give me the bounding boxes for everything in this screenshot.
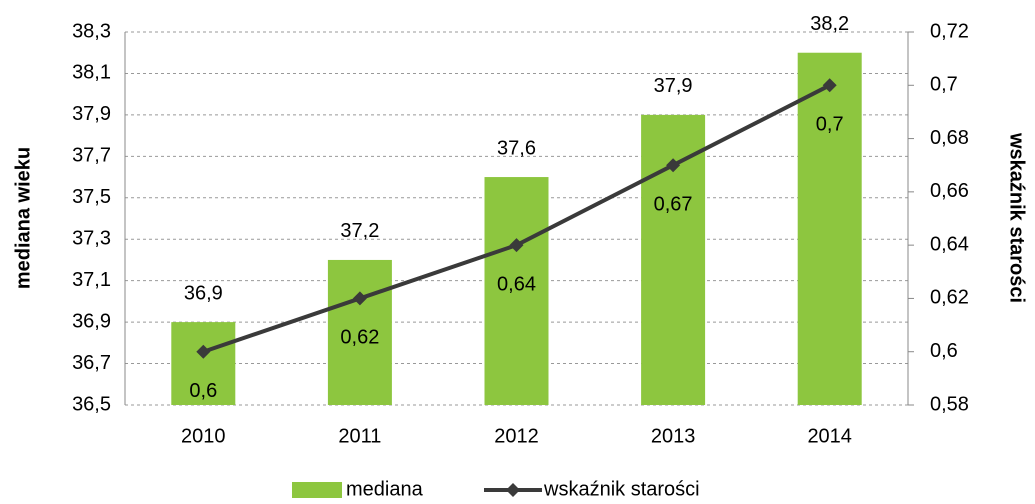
bar (484, 177, 549, 405)
y2-tick-label: 0,64 (930, 233, 969, 255)
data-label: 37,9 (654, 75, 693, 97)
x-tick-label: 2012 (494, 425, 539, 447)
data-label: 0,64 (497, 273, 536, 295)
y-tick-label: 37,5 (72, 186, 111, 208)
y2-tick-label: 0,7 (930, 74, 958, 96)
y2-tick-label: 0,6 (930, 340, 958, 362)
y-tick-label: 36,5 (72, 393, 111, 415)
y-tick-label: 37,1 (72, 269, 111, 291)
data-label: 0,67 (654, 193, 693, 215)
legend-label: mediana (346, 478, 424, 500)
x-tick-label: 2014 (807, 425, 852, 447)
y-tick-label: 38,3 (72, 20, 111, 42)
x-tick-label: 2011 (338, 425, 381, 447)
legend-label: wskaźnik starości (543, 478, 700, 500)
marker (666, 158, 681, 173)
bar (171, 322, 236, 405)
y-tick-label: 38,1 (72, 62, 111, 84)
y-tick-label: 37,3 (72, 228, 111, 250)
x-tick-label: 2013 (651, 425, 696, 447)
y2-tick-label: 0,62 (930, 287, 969, 309)
marker (822, 78, 837, 93)
x-tick-label: 2010 (181, 425, 226, 447)
marker (196, 344, 211, 359)
y-tick-label: 37,7 (72, 145, 111, 167)
legend-swatch (292, 482, 342, 498)
y-tick-label: 36,9 (72, 310, 111, 332)
bar (797, 52, 862, 405)
y2-tick-label: 0,72 (930, 20, 969, 42)
data-label: 0,7 (816, 114, 844, 136)
y-axis-title: mediana wieku (12, 147, 34, 289)
y2-axis-title: wskaźnik starości (1006, 132, 1028, 303)
bar (327, 259, 392, 405)
y2-tick-label: 0,66 (930, 180, 969, 202)
y2-tick-label: 0,68 (930, 127, 969, 149)
data-label: 0,6 (189, 380, 217, 402)
data-label: 37,6 (497, 137, 536, 159)
legend-marker (506, 483, 520, 497)
y-tick-label: 36,7 (72, 352, 111, 374)
data-label: 0,62 (340, 327, 379, 349)
data-label: 37,2 (340, 220, 379, 242)
data-label: 36,9 (184, 282, 223, 304)
data-label: 38,2 (810, 13, 849, 35)
marker (352, 291, 367, 306)
marker (509, 238, 524, 253)
y-tick-label: 37,9 (72, 103, 111, 125)
y2-tick-label: 0,58 (930, 393, 969, 415)
